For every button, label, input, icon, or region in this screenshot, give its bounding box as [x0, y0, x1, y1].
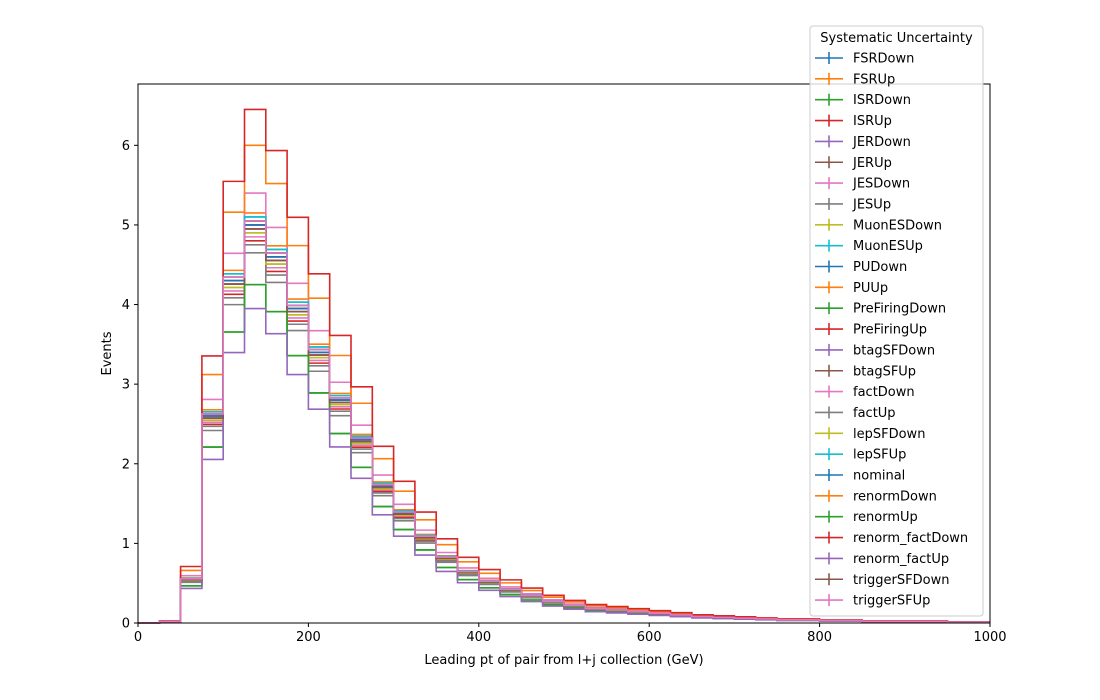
- legend-item-btagSFDown: btagSFDown: [815, 343, 935, 358]
- legend-item-JESUp: JESUp: [815, 197, 891, 212]
- legend-label: JESUp: [852, 197, 891, 212]
- legend-label: JESDown: [852, 177, 910, 192]
- x-tick-label: 800: [807, 630, 832, 645]
- axes-frame: [137, 83, 991, 624]
- legend-item-ISRUp: ISRUp: [815, 114, 892, 129]
- legend-item-PreFiringUp: PreFiringUp: [815, 323, 927, 338]
- legend-label: MuonESDown: [853, 218, 942, 233]
- y-tick-label: 6: [122, 139, 130, 154]
- y-axis-ticks: 0 1 2 3 4 5 6: [122, 139, 138, 632]
- legend-label: MuonESUp: [853, 239, 923, 254]
- legend-label: renorm_factDown: [853, 531, 968, 546]
- legend-box: [809, 25, 984, 617]
- legend: Systematic Uncertainty FSRDown FSRUp ISRDo…: [809, 25, 984, 617]
- legend-label: renormUp: [853, 510, 918, 525]
- legend-label: btagSFDown: [853, 343, 935, 358]
- legend-label: lepSFUp: [853, 448, 906, 463]
- y-tick-label: 5: [122, 218, 130, 233]
- legend-label: factUp: [853, 406, 896, 421]
- legend-item-nominal: nominal: [815, 469, 905, 484]
- series-line-renorm_factDown: [138, 108, 990, 624]
- legend-item-PUDown: PUDown: [815, 260, 907, 275]
- legend-item-factDown: factDown: [815, 385, 915, 400]
- legend-label: FSRDown: [853, 52, 914, 67]
- legend-label: JERDown: [852, 135, 911, 150]
- x-tick-label: 400: [466, 630, 491, 645]
- y-tick-label: 3: [122, 378, 130, 393]
- legend-item-triggerSFDown: triggerSFDown: [815, 573, 949, 588]
- legend-label: btagSFUp: [853, 364, 916, 379]
- legend-items: FSRDown FSRUp ISRDown ISRUp JERDown JERUp JESD…: [815, 52, 968, 609]
- plot-lines: [138, 108, 990, 624]
- series-line-triggerSFUp: [138, 220, 990, 624]
- legend-item-renorm_factUp: renorm_factUp: [815, 552, 949, 567]
- legend-item-lepSFUp: lepSFUp: [815, 448, 906, 463]
- x-tick-label: 600: [637, 630, 662, 645]
- legend-label: triggerSFUp: [853, 594, 930, 609]
- legend-item-ISRDown: ISRDown: [815, 93, 911, 108]
- y-tick-label: 4: [122, 298, 130, 313]
- legend-item-PreFiringDown: PreFiringDown: [815, 302, 946, 317]
- legend-label: triggerSFDown: [853, 573, 949, 588]
- legend-label: FSRUp: [853, 72, 895, 87]
- y-tick-label: 2: [122, 457, 130, 472]
- legend-label: ISRDown: [853, 93, 911, 108]
- legend-item-renorm_factDown: renorm_factDown: [815, 531, 968, 546]
- y-tick-label: 0: [122, 617, 130, 632]
- legend-label: PUDown: [853, 260, 907, 275]
- legend-item-FSRUp: FSRUp: [815, 72, 895, 87]
- legend-label: PUUp: [853, 281, 888, 296]
- legend-label: lepSFDown: [853, 427, 925, 442]
- legend-label: factDown: [853, 385, 915, 400]
- legend-title: Systematic Uncertainty: [820, 31, 973, 46]
- legend-item-renormDown: renormDown: [815, 489, 937, 504]
- legend-label: JERUp: [852, 156, 892, 171]
- legend-item-MuonESDown: MuonESDown: [815, 218, 942, 233]
- legend-item-factUp: factUp: [815, 406, 896, 421]
- legend-label: PreFiringDown: [853, 302, 946, 317]
- legend-label: PreFiringUp: [853, 323, 927, 338]
- legend-label: nominal: [853, 469, 905, 484]
- legend-item-FSRDown: FSRDown: [815, 52, 914, 67]
- x-tick-label: 0: [134, 630, 142, 645]
- legend-item-triggerSFUp: triggerSFUp: [815, 594, 930, 609]
- legend-item-JERDown: JERDown: [815, 135, 911, 150]
- legend-item-btagSFUp: btagSFUp: [815, 364, 916, 379]
- legend-label: renorm_factUp: [853, 552, 949, 567]
- y-axis-label: Events: [100, 331, 115, 375]
- legend-item-JESDown: JESDown: [815, 177, 910, 192]
- x-axis-ticks: 0 200 400 600 800 1000: [134, 623, 1007, 645]
- x-axis-label: Leading pt of pair from l+j collection (…: [424, 653, 703, 668]
- legend-item-MuonESUp: MuonESUp: [815, 239, 923, 254]
- legend-item-lepSFDown: lepSFDown: [815, 427, 925, 442]
- legend-label: ISRUp: [853, 114, 892, 129]
- legend-item-PUUp: PUUp: [815, 281, 888, 296]
- x-tick-label: 200: [296, 630, 321, 645]
- y-tick-label: 1: [122, 537, 130, 552]
- legend-item-renormUp: renormUp: [815, 510, 918, 525]
- legend-label: renormDown: [853, 489, 937, 504]
- x-tick-label: 1000: [973, 630, 1006, 645]
- legend-item-JERUp: JERUp: [815, 156, 892, 171]
